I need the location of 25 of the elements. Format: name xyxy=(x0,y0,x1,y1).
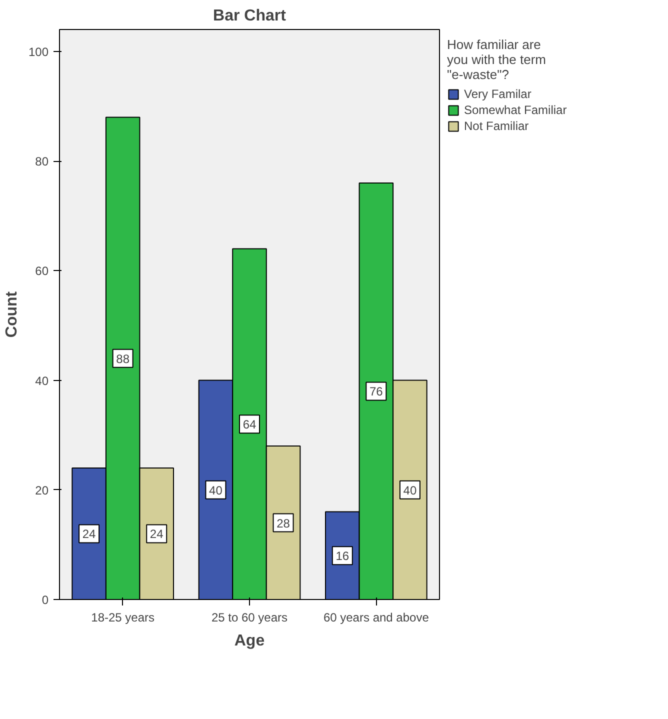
x-tick-label: 25 to 60 years xyxy=(211,610,288,624)
legend-title: How familiar are you with the term "e-waste"? xyxy=(447,37,547,82)
data-label: 24 xyxy=(150,527,164,542)
x-axis-title: Age xyxy=(234,632,265,650)
data-label: 28 xyxy=(276,516,290,530)
y-axis-title: Count xyxy=(3,290,20,338)
y-tick-label: 40 xyxy=(35,374,49,388)
y-tick-label: 0 xyxy=(42,593,49,607)
data-label: 16 xyxy=(336,549,350,564)
y-tick-label: 20 xyxy=(35,483,49,498)
x-tick-label: 60 years and above xyxy=(323,610,430,624)
data-label: 76 xyxy=(369,384,384,399)
y-tick-label: 100 xyxy=(28,44,49,59)
data-label: 40 xyxy=(209,483,223,498)
x-tick-label: 18-25 years xyxy=(91,610,155,624)
data-label: 24 xyxy=(82,527,96,542)
data-label: 88 xyxy=(116,352,130,366)
data-label: 64 xyxy=(242,418,256,432)
data-label: 40 xyxy=(403,483,417,498)
legend-label: Not Familiar xyxy=(464,119,529,133)
y-tick-label: 60 xyxy=(35,264,49,278)
chart-title: Bar Chart xyxy=(213,8,287,24)
legend-label: Somewhat Familiar xyxy=(464,103,567,117)
y-tick-label: 80 xyxy=(35,154,49,169)
legend-label: Very Familar xyxy=(464,87,532,101)
